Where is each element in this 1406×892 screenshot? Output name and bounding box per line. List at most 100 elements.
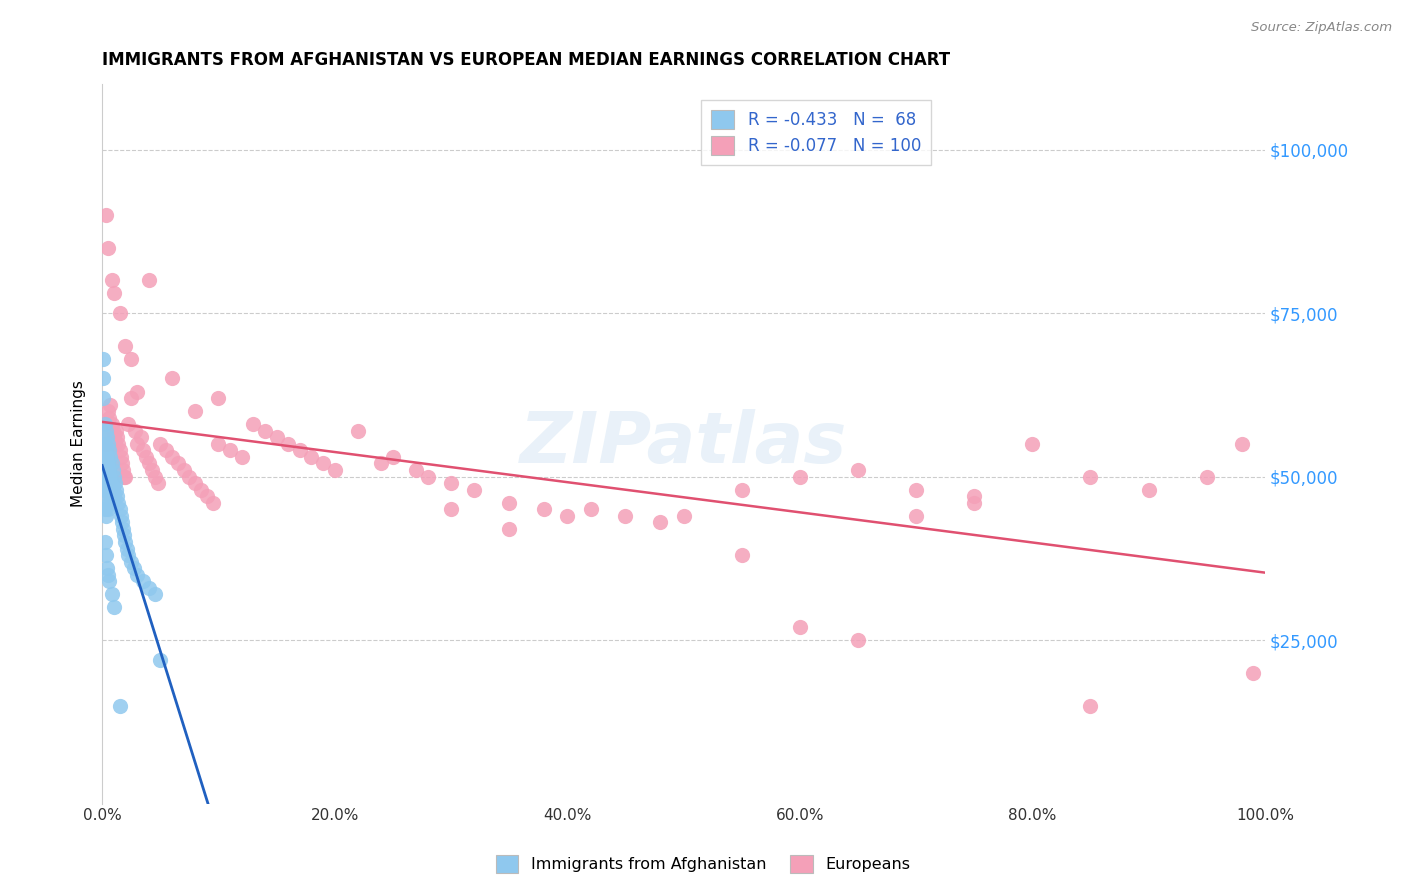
- Point: [124, 424, 146, 438]
- Point: [98, 476, 121, 491]
- Point: [105, 489, 128, 503]
- Point: [100, 496, 122, 510]
- Point: [98, 469, 121, 483]
- Point: [97, 457, 120, 471]
- Point: [127, 567, 149, 582]
- Point: [1195, 469, 1218, 483]
- Point: [846, 463, 869, 477]
- Point: [94, 548, 117, 562]
- Point: [96, 463, 118, 477]
- Point: [160, 371, 183, 385]
- Text: Source: ZipAtlas.com: Source: ZipAtlas.com: [1251, 21, 1392, 34]
- Point: [347, 424, 370, 438]
- Point: [100, 476, 122, 491]
- Point: [963, 496, 986, 510]
- Point: [120, 391, 142, 405]
- Point: [112, 528, 135, 542]
- Point: [98, 574, 121, 589]
- Point: [93, 463, 115, 477]
- Point: [127, 384, 149, 399]
- Point: [288, 443, 311, 458]
- Legend: R = -0.433   N =  68, R = -0.077   N = 100: R = -0.433 N = 68, R = -0.077 N = 100: [702, 100, 931, 165]
- Point: [117, 548, 139, 562]
- Point: [440, 476, 463, 491]
- Point: [312, 457, 335, 471]
- Point: [94, 443, 117, 458]
- Point: [103, 469, 125, 483]
- Point: [114, 469, 136, 483]
- Point: [440, 502, 463, 516]
- Point: [120, 555, 142, 569]
- Point: [98, 489, 121, 503]
- Point: [97, 241, 120, 255]
- Point: [405, 463, 427, 477]
- Point: [97, 437, 120, 451]
- Point: [323, 463, 346, 477]
- Point: [201, 496, 224, 510]
- Point: [1080, 698, 1102, 713]
- Point: [94, 483, 117, 497]
- Point: [614, 508, 637, 523]
- Point: [111, 516, 134, 530]
- Point: [110, 450, 132, 464]
- Point: [789, 469, 811, 483]
- Text: IMMIGRANTS FROM AFGHANISTAN VS EUROPEAN MEDIAN EARNINGS CORRELATION CHART: IMMIGRANTS FROM AFGHANISTAN VS EUROPEAN …: [103, 51, 950, 69]
- Point: [93, 476, 115, 491]
- Point: [97, 404, 120, 418]
- Point: [96, 430, 118, 444]
- Point: [93, 535, 115, 549]
- Point: [115, 541, 138, 556]
- Point: [93, 437, 115, 451]
- Point: [132, 443, 155, 458]
- Point: [105, 424, 128, 438]
- Point: [730, 548, 752, 562]
- Point: [96, 496, 118, 510]
- Point: [93, 417, 115, 432]
- Point: [905, 508, 928, 523]
- Point: [1241, 665, 1264, 680]
- Point: [730, 483, 752, 497]
- Point: [207, 437, 229, 451]
- Point: [301, 450, 323, 464]
- Point: [114, 535, 136, 549]
- Y-axis label: Median Earnings: Median Earnings: [72, 380, 86, 508]
- Point: [463, 483, 485, 497]
- Point: [104, 437, 127, 451]
- Point: [381, 450, 404, 464]
- Point: [138, 581, 160, 595]
- Point: [138, 273, 160, 287]
- Point: [93, 502, 115, 516]
- Point: [143, 469, 166, 483]
- Point: [98, 463, 121, 477]
- Point: [96, 476, 118, 491]
- Point: [1137, 483, 1160, 497]
- Point: [94, 424, 117, 438]
- Point: [132, 574, 155, 589]
- Point: [242, 417, 264, 432]
- Point: [98, 410, 121, 425]
- Point: [98, 398, 121, 412]
- Point: [103, 430, 125, 444]
- Point: [160, 450, 183, 464]
- Point: [103, 489, 125, 503]
- Point: [122, 561, 145, 575]
- Point: [100, 587, 122, 601]
- Point: [100, 273, 122, 287]
- Point: [141, 463, 163, 477]
- Point: [101, 483, 124, 497]
- Legend: Immigrants from Afghanistan, Europeans: Immigrants from Afghanistan, Europeans: [489, 848, 917, 880]
- Point: [184, 404, 207, 418]
- Point: [143, 587, 166, 601]
- Point: [94, 508, 117, 523]
- Point: [370, 457, 392, 471]
- Point: [190, 483, 212, 497]
- Point: [166, 457, 188, 471]
- Point: [108, 306, 131, 320]
- Point: [108, 698, 131, 713]
- Point: [108, 502, 131, 516]
- Point: [105, 483, 128, 497]
- Point: [100, 417, 122, 432]
- Point: [93, 417, 115, 432]
- Point: [93, 450, 115, 464]
- Point: [579, 502, 602, 516]
